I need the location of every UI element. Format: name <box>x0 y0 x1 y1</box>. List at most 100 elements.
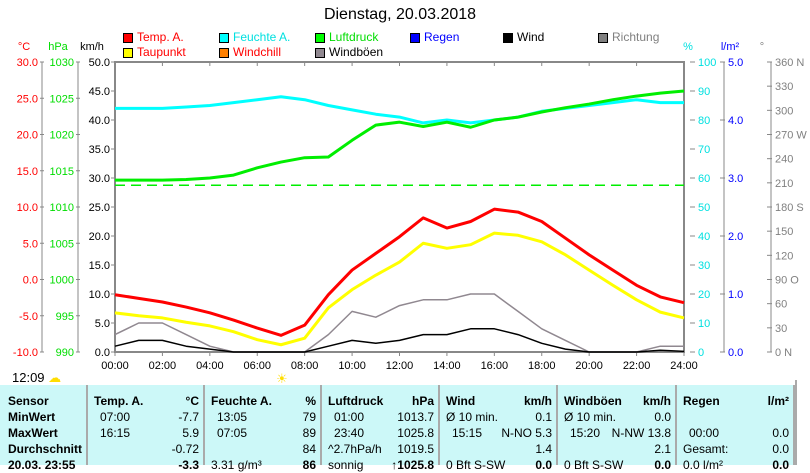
legend-swatch <box>123 32 133 43</box>
x-tick-label: 12:00 <box>386 360 414 372</box>
table-row: 1.4 <box>440 441 556 457</box>
legend-swatch <box>315 32 325 43</box>
rain-tick-label: 4.0 <box>728 115 743 127</box>
legend-label: Taupunkt <box>137 45 186 59</box>
legend-label: Wind <box>517 30 545 44</box>
cell-value: 1025.8 <box>397 426 434 440</box>
rain-tick-label: 1.0 <box>728 289 743 301</box>
table-row: 01:00 1013.7 <box>322 409 438 425</box>
cell-label: sonnig <box>328 458 364 472</box>
x-tick-label: 22:00 <box>623 360 651 372</box>
cell-label: ^2.7hPa/h <box>328 442 382 456</box>
pressure-tick-label: 995 <box>56 311 74 323</box>
column-header: Luftdruck hPa <box>322 393 438 409</box>
x-tick-label: 04:00 <box>196 360 224 372</box>
direction-tick-label: 120 <box>775 250 793 262</box>
x-tick-label: 00:00 <box>101 360 129 372</box>
column-header: Wind km/h <box>440 393 556 409</box>
cell-value: 1013.7 <box>397 410 434 424</box>
temp-tick-label: 5.0 <box>23 238 38 250</box>
humidity-tick-label: 30 <box>698 260 710 272</box>
cell-value: 0.0 <box>772 426 789 440</box>
legend-label: Windchill <box>233 45 282 59</box>
column-unit: °C <box>185 394 199 408</box>
humidity-tick-label: 100 <box>698 57 716 69</box>
series-taupunkt <box>114 231 685 347</box>
scrollbar[interactable] <box>795 380 810 465</box>
sensor-column: Sensor MinWert MaxWert Durchschnitt 20.03. 2… <box>0 385 88 472</box>
row-label: MinWert <box>8 410 56 424</box>
table-column: Windböen km/h Ø 10 min. 0.0 15:20 N-NW 13.8 2.… <box>558 385 677 472</box>
series-temp-a- <box>114 207 685 337</box>
table-row: 13:05 79 <box>205 409 320 425</box>
pressure-tick-label: 1025 <box>50 93 74 105</box>
table-column: Regen l/m² 00:00 0.0 Gesamt: 0.0 0.0 l/m² 0.0 <box>677 385 795 472</box>
legend-item: Feuchte A. <box>219 31 290 44</box>
column-unit: l/m² <box>767 394 789 408</box>
humidity-tick-label: 20 <box>698 289 710 301</box>
humidity-tick-label: 90 <box>698 86 710 98</box>
temp-tick-label: 0.0 <box>23 275 38 287</box>
legend-item: Windböen <box>315 46 383 59</box>
table-row: -3.3 <box>88 457 203 473</box>
column-title: Feuchte A. <box>211 394 272 408</box>
direction-tick-label: 150 <box>775 226 793 238</box>
row-label: Durchschnitt <box>8 442 83 456</box>
x-tick-label: 20:00 <box>575 360 603 372</box>
x-tick-label: 24:00 <box>670 360 698 372</box>
column-title: Wind <box>446 394 476 408</box>
temp-tick-label: 20.0 <box>17 130 38 142</box>
wind-unit: km/h <box>80 41 104 53</box>
legend-swatch <box>219 47 229 58</box>
pressure-tick-label: 1015 <box>50 166 74 178</box>
table-row: 16:15 5.9 <box>88 425 203 441</box>
wind-tick-label: 50.0 <box>89 57 110 69</box>
cell-label: 01:00 <box>334 410 365 424</box>
cell-label: Ø 10 min. <box>564 410 617 424</box>
wind-tick-label: 35.0 <box>89 144 110 156</box>
legend-label: Richtung <box>612 30 660 44</box>
x-tick-label: 02:00 <box>149 360 177 372</box>
legend-item: Luftdruck <box>315 31 378 44</box>
cell-value: N-NO 5.3 <box>501 426 552 440</box>
series-luftdruck <box>115 89 685 182</box>
table-row: Ø 10 min. 0.1 <box>440 409 556 425</box>
cell-value: 0.0 <box>654 458 671 472</box>
column-header: Windböen km/h <box>558 393 675 409</box>
legend-item: Windchill <box>219 46 281 59</box>
cell-label: 0 Bft S-SW <box>446 458 506 472</box>
column-title: Luftdruck <box>328 394 384 408</box>
legend-swatch <box>410 32 420 43</box>
direction-tick-label: 60 <box>775 299 787 311</box>
legend-label: Temp. A. <box>137 30 184 44</box>
sunrise-time: 12:09 ☁ <box>12 371 61 385</box>
humidity-tick-label: 40 <box>698 231 710 243</box>
rain-unit: l/m² <box>721 41 740 53</box>
cell-value: N-NW 13.8 <box>611 426 671 440</box>
table-row: 0 Bft S-SW 0.0 <box>440 457 556 473</box>
table-row: ^2.7hPa/h 1019.5 <box>322 441 438 457</box>
x-tick-label: 16:00 <box>481 360 509 372</box>
rain-tick-label: 5.0 <box>728 57 743 69</box>
cell-value: 86 <box>302 458 316 472</box>
column-title: Temp. A. <box>94 394 144 408</box>
row-label: MaxWert <box>8 426 58 440</box>
cell-value: 84 <box>302 442 316 456</box>
wind-tick-label: 0.0 <box>95 347 110 359</box>
pressure-tick-label: 1020 <box>50 130 74 142</box>
table-row: 15:15 N-NO 5.3 <box>440 425 556 441</box>
legend-item: Richtung <box>598 31 659 44</box>
direction-tick-label: 210 <box>775 178 793 190</box>
table-row: 07:00 -7.7 <box>88 409 203 425</box>
sunrise-time-text: 12:09 <box>12 370 45 385</box>
cell-value: ↑1025.8 <box>391 458 434 472</box>
cell-value: 0.0 <box>772 458 789 472</box>
wind-tick-label: 20.0 <box>89 231 110 243</box>
series-wind <box>114 328 685 353</box>
cell-value: 89 <box>302 426 316 440</box>
legend-label: Regen <box>424 30 460 44</box>
cell-label: 0 Bft S-SW <box>564 458 624 472</box>
cell-label: Ø 10 min. <box>446 410 499 424</box>
cell-label: 16:15 <box>100 426 131 440</box>
column-header: Temp. A. °C <box>88 393 203 409</box>
